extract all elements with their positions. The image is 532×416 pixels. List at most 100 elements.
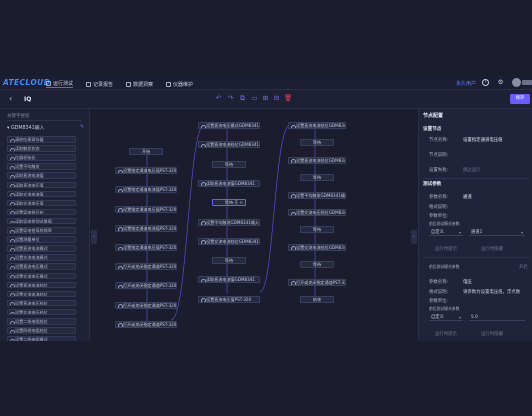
back-arrow-icon[interactable]: ‹: [9, 94, 13, 103]
flow-node[interactable]: 等待: [212, 257, 246, 265]
param-value-select[interactable]: 通道1 ▾: [469, 229, 525, 236]
nav-instrument[interactable]: 仪器维护: [166, 80, 193, 88]
p2-name-label: 参数名称:: [429, 280, 449, 285]
palette-item[interactable]: 设置直流电压模式: [7, 263, 76, 270]
palette-item[interactable]: 读取直流电流值: [7, 172, 76, 179]
palette-item[interactable]: 读取直流电压值: [7, 181, 76, 189]
flow-node[interactable]: 设置指定通道电流值PST-320: [115, 186, 177, 194]
chart-icon: [126, 81, 131, 87]
flow-node[interactable]: 等待: [300, 261, 334, 269]
flow-node[interactable]: 设置平均触发GDM8341输入: [198, 218, 260, 226]
palette-item[interactable]: 设置直流电压档位: [7, 299, 76, 307]
run-hide-link[interactable]: 运行时隐藏: [481, 247, 503, 252]
section2-toggle[interactable]: 开启: [519, 265, 528, 270]
flow-node[interactable]: 打开或关闭指定通道PST-3202: [288, 278, 346, 286]
palette-item[interactable]: 仪器初始化: [7, 154, 76, 161]
param-name-label: 参数名称:: [429, 195, 449, 200]
node-actions-icon[interactable]: ⎘ ✕: [234, 200, 243, 206]
delete-icon[interactable]: 🗑: [284, 94, 293, 102]
param-mode-select[interactable]: 自定义 ▾: [429, 229, 463, 236]
palette-item[interactable]: 设置交流电压模式: [7, 272, 76, 280]
p2-value-input[interactable]: 5.0: [469, 314, 525, 321]
undo-icon[interactable]: ↶: [215, 94, 222, 102]
flow-node-label: 设置指定通道电压值PST-320: [123, 206, 177, 212]
fail-action-value[interactable]: 跳过运行: [463, 168, 481, 173]
p2-run-hide-link[interactable]: 运行时隐藏: [481, 332, 503, 337]
flow-node[interactable]: 设置直流电流档位GDM8341: [288, 156, 346, 164]
user-type-link[interactable]: 永久用户: [456, 81, 477, 87]
palette-item[interactable]: 设置直流电流模式: [7, 245, 76, 252]
flow-node[interactable]: 读取直流电流值GDM8341: [198, 276, 260, 284]
palette-item[interactable]: 设置导电钳开启: [7, 208, 76, 216]
flow-node[interactable]: 设置指定通道电压值PST-320: [115, 244, 177, 251]
run-prompt-link[interactable]: 运行时提示: [435, 247, 457, 252]
flow-canvas[interactable]: 开始设置指定通道电压值PST-320 设置指定通道电流值PST-320 设置指定通道…: [90, 109, 418, 341]
flow-node[interactable]: 设置指定通道电流值PST-320: [115, 224, 177, 232]
p2-mode-select[interactable]: 自定义 ▾: [429, 314, 463, 321]
flow-node[interactable]: 开始: [129, 148, 163, 155]
palette-item[interactable]: 读取交流电压值: [7, 199, 76, 207]
flow-node[interactable]: 等待 ⎘ ✕: [212, 199, 246, 207]
nav-data-insight[interactable]: 数据洞察: [126, 80, 153, 88]
flow-node[interactable]: 等待: [212, 160, 246, 168]
node-name-label: 节点名称:: [429, 138, 449, 143]
flow-node[interactable]: 等待: [300, 226, 334, 234]
nav-run-test[interactable]: 运行测试: [46, 80, 74, 88]
flow-node[interactable]: 设置交流电流档位GDM8341: [198, 237, 260, 245]
palette-item[interactable]: 设置平均触发: [7, 163, 76, 170]
frame-icon[interactable]: ▭: [251, 94, 258, 102]
palette-item[interactable]: 读取触发状态: [7, 145, 76, 152]
flow-node[interactable]: 等待: [300, 139, 334, 147]
palette-item[interactable]: 读取交流电流值: [7, 190, 76, 198]
help-icon[interactable]: ?: [482, 79, 489, 86]
flow-node[interactable]: 设置直流电流档位GDM8341: [198, 141, 260, 149]
flow-node-label: 开始: [141, 149, 151, 154]
collapse-right-icon[interactable]: ›: [411, 230, 417, 244]
flow-node[interactable]: 打开或关闭指定通道PST-320: [115, 263, 177, 271]
palette-item[interactable]: 设置二线电阻模式: [7, 336, 76, 341]
flow-node[interactable]: 设置平均触发GDM8341输入: [288, 191, 346, 199]
settings-icon[interactable]: ⚙: [497, 78, 504, 86]
palette-search-input[interactable]: 关键字搜索: [7, 112, 82, 121]
avatar[interactable]: [512, 78, 521, 87]
app-logo[interactable]: ATECLOUD: [3, 78, 51, 87]
nav-records[interactable]: 记录报告: [86, 80, 113, 88]
flow-node[interactable]: 设置直流电流档位GDM8341: [288, 122, 346, 129]
palette-item[interactable]: 设置交流电压档位: [7, 308, 76, 316]
user-name-placeholder[interactable]: [522, 80, 532, 85]
chevron-down-icon: ▾: [458, 315, 461, 320]
flow-node-label: 读取直流电流值GDM8341: [206, 180, 255, 186]
palette-item[interactable]: 设置测量单位: [7, 236, 76, 243]
zoom-out-icon[interactable]: ⊟: [273, 94, 280, 102]
zoom-in-icon[interactable]: ⊞: [262, 94, 269, 102]
palette-item[interactable]: 读取导电钳测试量值: [7, 217, 76, 225]
copy-icon[interactable]: ⧉: [240, 94, 245, 102]
flow-node[interactable]: 设置交流电压档位GDM8341: [288, 209, 346, 216]
palette-item[interactable]: 设置导电钳采样频率: [7, 227, 76, 234]
flow-node[interactable]: 读取直流电流值GDM8341: [198, 179, 260, 187]
palette-group-title[interactable]: ▾ GDM8341输入: [7, 126, 45, 131]
flow-node[interactable]: 打开或关闭指定通道PST-320: [115, 320, 177, 328]
flow-node[interactable]: 设置直流电压值PST-320: [198, 295, 260, 303]
flow-node[interactable]: 打开或关闭指定通道PST-320: [115, 282, 177, 290]
flow-node[interactable]: 设置指定通道电压值PST-320: [115, 167, 177, 175]
redo-icon[interactable]: ↷: [227, 94, 234, 102]
edit-icon[interactable]: ✎: [80, 124, 85, 130]
palette-item[interactable]: 设置交流电流模式: [7, 254, 76, 261]
palette-item[interactable]: 清除仪表寄存器: [7, 136, 76, 143]
flow-node[interactable]: 设置直流电压模式GDM8341: [198, 122, 260, 129]
flow-node[interactable]: 设置指定通道电压值PST-320: [115, 205, 177, 213]
p2-format-value: 请参数为设置电压值，浮点数: [463, 290, 521, 295]
palette-item[interactable]: 设置交流电流档位: [7, 290, 76, 298]
palette-item[interactable]: 设置四线电阻档位: [7, 327, 76, 334]
palette-item[interactable]: 设置直流电流档位: [7, 281, 76, 289]
node-name-field[interactable]: 设置指定通道电压值: [463, 138, 503, 143]
palette-item[interactable]: 设置二线电阻档位: [7, 318, 76, 325]
save-button[interactable]: 保存: [510, 94, 530, 104]
flow-node[interactable]: 打开或关闭指定通道PST-320: [115, 301, 177, 309]
flow-node[interactable]: 等待: [300, 174, 334, 182]
p2-run-prompt-link[interactable]: 运行时提示: [435, 332, 457, 337]
flow-node[interactable]: 结束: [300, 296, 334, 303]
collapse-left-icon[interactable]: ‹: [91, 230, 97, 244]
flow-node[interactable]: 设置交流电流档位GDM8341: [288, 243, 346, 251]
